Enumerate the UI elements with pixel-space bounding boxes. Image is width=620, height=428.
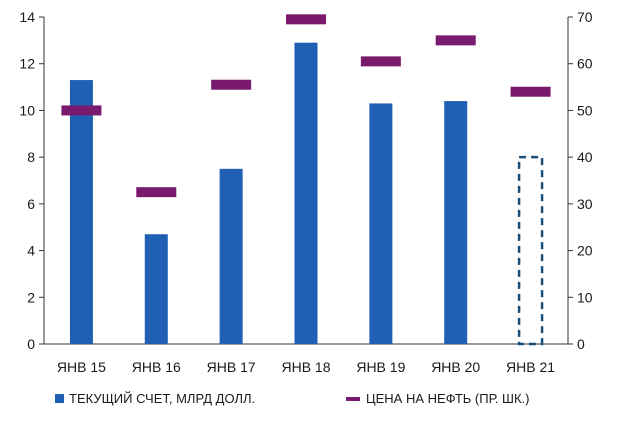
y-right-tick-label: 10: [577, 289, 593, 305]
bar: [69, 80, 93, 345]
y-left-tick-label: 6: [27, 196, 35, 212]
y-left-tick-label: 14: [19, 9, 35, 25]
y-left-tick-label: 2: [27, 289, 35, 305]
legend-label-oil-price: ЦЕНА НА НЕФТЬ (ПР. ШК.): [366, 391, 529, 406]
oil-price-marker: [136, 187, 177, 198]
x-tick-label: ЯНВ 20: [431, 359, 480, 375]
y-right-tick-label: 20: [577, 243, 593, 259]
y-right-tick-label: 70: [577, 9, 593, 25]
legend-swatch-current-account: [55, 394, 64, 403]
y-right-tick-label: 40: [577, 149, 593, 165]
legend-label-current-account: ТЕКУЩИЙ СЧЕТ, МЛРД ДОЛЛ.: [69, 391, 255, 406]
oil-price-markers: [61, 14, 551, 198]
x-tick-label: ЯНВ 19: [356, 359, 405, 375]
y-left-tick-label: 4: [27, 243, 35, 259]
y-left-tick-label: 8: [27, 149, 35, 165]
bar: [369, 103, 393, 345]
y-right-tick-label: 60: [577, 56, 593, 72]
bar: [219, 168, 243, 344]
x-tick-label: ЯНВ 17: [207, 359, 256, 375]
y-right-tick-label: 30: [577, 196, 593, 212]
oil-price-marker: [435, 35, 476, 46]
y-left-tick-label: 0: [27, 336, 35, 352]
y-left-tick-label: 10: [19, 102, 35, 118]
bar: [444, 101, 468, 344]
oil-price-marker: [510, 86, 551, 97]
y-right-tick-label: 0: [577, 336, 585, 352]
bars: [69, 42, 544, 346]
x-tick-label: ЯНВ 15: [57, 359, 106, 375]
x-tick-label: ЯНВ 16: [132, 359, 181, 375]
bar: [517, 155, 544, 346]
oil-price-marker: [286, 14, 326, 25]
y-right-tick-label: 50: [577, 102, 593, 118]
x-tick-label: ЯНВ 18: [281, 359, 330, 375]
x-tick-label: ЯНВ 21: [506, 359, 555, 375]
bar: [144, 234, 168, 344]
oil-price-marker: [211, 79, 252, 90]
oil-price-marker: [360, 56, 401, 67]
oil-price-marker: [61, 105, 102, 116]
bar: [294, 42, 318, 344]
legend-swatch-oil-price: [346, 397, 360, 401]
tick-labels: 0 2 4 6 8 10 12 14 0 10 20 30 40 50 60 70 ЯНВ 15 ЯНВ 16 ЯН…: [19, 9, 592, 375]
legend: ТЕКУЩИЙ СЧЕТ, МЛРД ДОЛЛ. ЦЕНА НА НЕФТЬ (…: [55, 391, 529, 406]
y-left-tick-label: 12: [19, 56, 35, 72]
